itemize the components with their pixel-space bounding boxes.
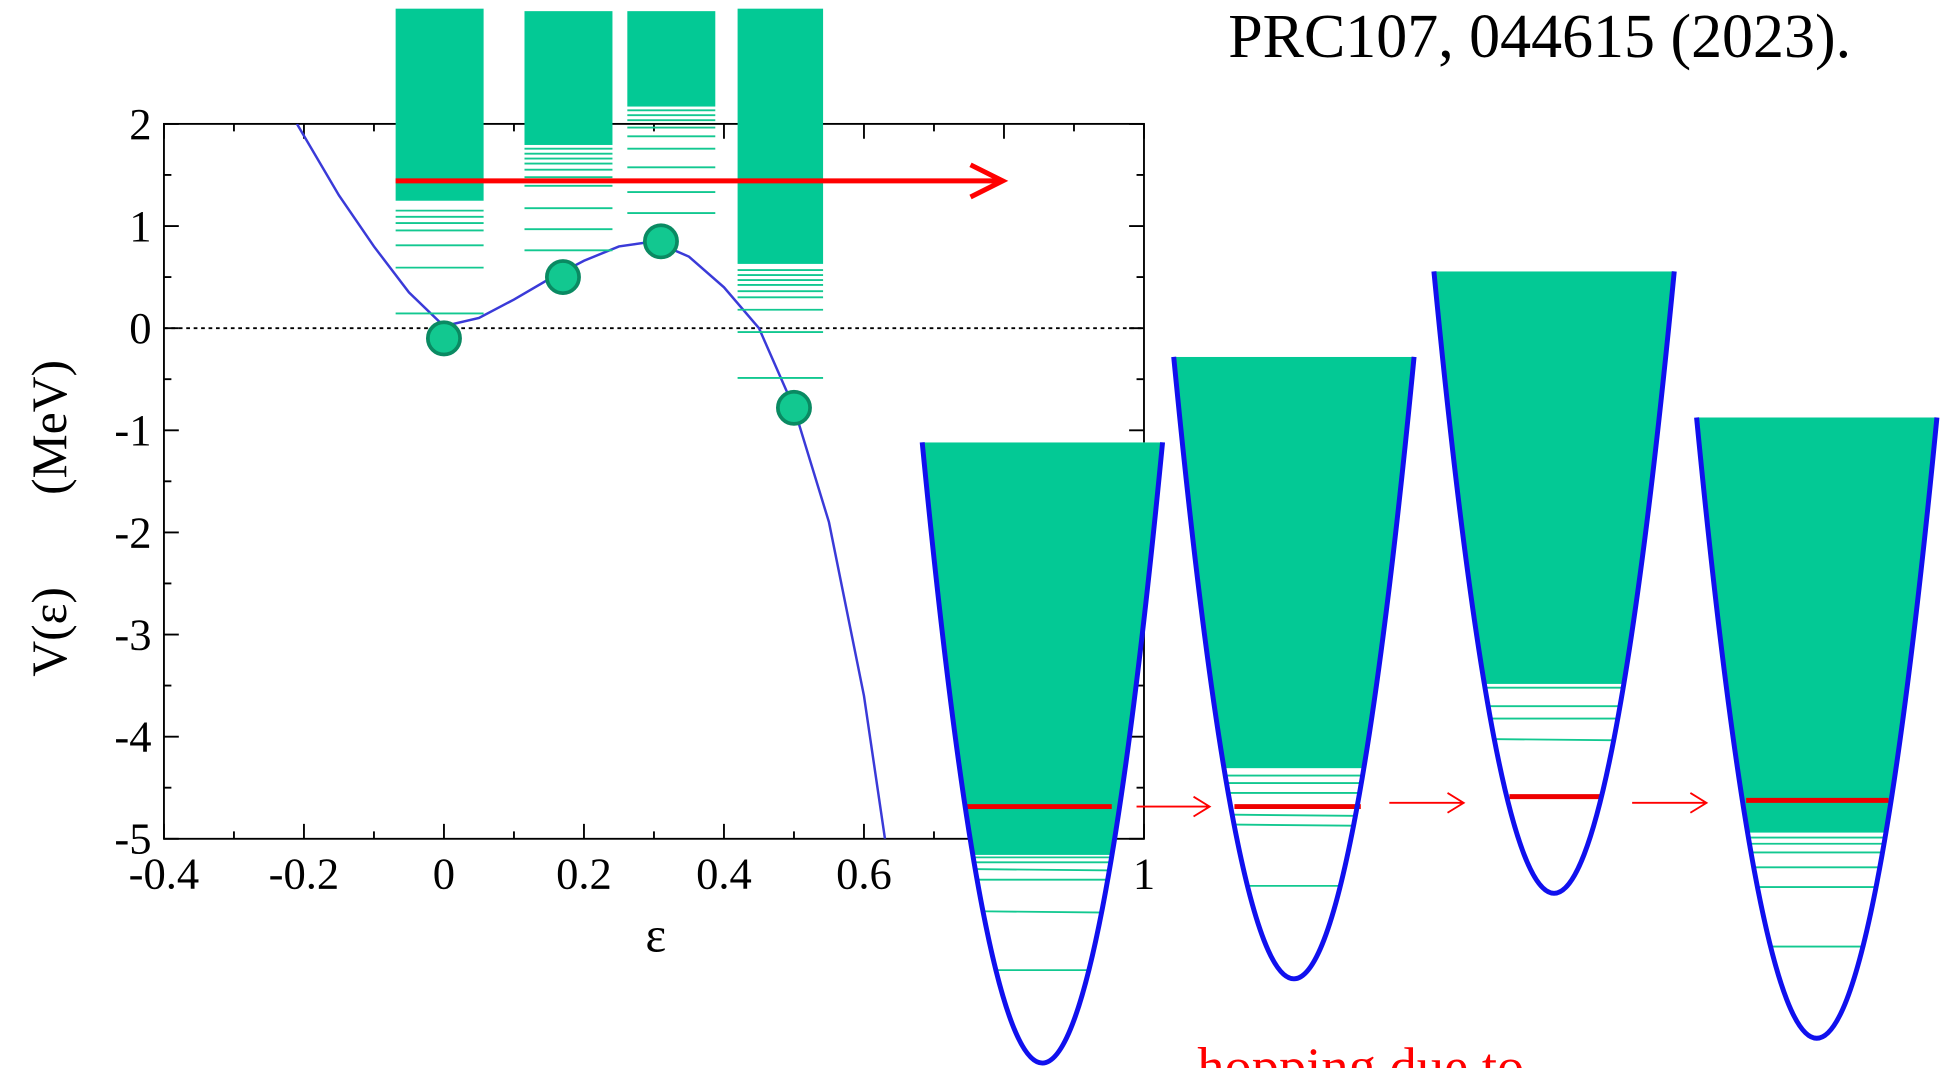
x-tick-label: 0.4 [696, 848, 752, 898]
wells [918, 260, 1943, 1063]
y-tick-label: 1 [129, 201, 151, 251]
hop-arrows [1137, 793, 1707, 817]
x-tick-label: -0.2 [269, 848, 340, 898]
y-tick-label: -1 [114, 405, 151, 455]
state-marker [428, 322, 460, 354]
y-tick-label: -2 [114, 507, 151, 557]
y-axis-label: V(ε) [22, 587, 77, 677]
y-tick-label: -3 [114, 609, 151, 659]
page: {"chart_data": {"type": "line", "title":… [0, 0, 1946, 1068]
y-tick-label: 2 [129, 99, 151, 149]
x-tick-label: 0 [433, 848, 455, 898]
figure: -0.4-0.200.20.40.60.81-5-4-3-2-1012 PRC1… [0, 0, 1946, 1068]
y-axis-unit: (MeV) [22, 360, 77, 495]
x-tick-label: 0.6 [836, 848, 892, 898]
x-tick-label: 0.2 [556, 848, 612, 898]
annotation: hopping due to [1197, 1036, 1524, 1068]
y-tick-label: 0 [129, 303, 151, 353]
citation: PRC107, 044615 (2023). [1228, 3, 1851, 71]
y-tick-label: -5 [114, 814, 151, 864]
state-marker [547, 261, 579, 293]
y-tick-label: -4 [114, 712, 151, 762]
x-axis-label: ε [645, 908, 666, 963]
state-marker [778, 392, 810, 424]
x-tick-label: 1 [1133, 848, 1155, 898]
state-marker [645, 225, 677, 257]
